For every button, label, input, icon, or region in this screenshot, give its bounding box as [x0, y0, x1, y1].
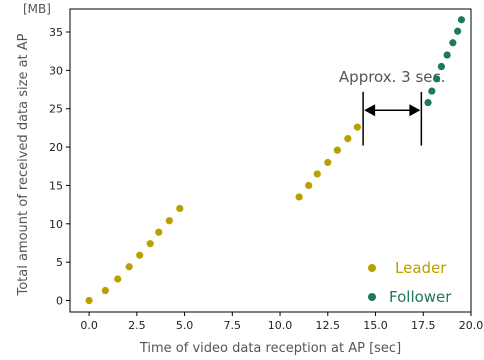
data-point-leader	[146, 240, 154, 248]
x-tick-label: 5.0	[176, 319, 194, 332]
x-tick-label: 2.5	[128, 319, 146, 332]
x-axis-title: Time of video data reception at AP [sec]	[139, 341, 401, 356]
x-tick-label: 12.5	[316, 319, 341, 332]
y-tick-label: 25	[49, 103, 63, 116]
x-tick-label: 17.5	[411, 319, 436, 332]
data-point-leader	[85, 296, 93, 305]
data-point-follower	[454, 27, 462, 35]
legend-marker-leader	[368, 264, 376, 272]
data-point-leader	[295, 193, 303, 201]
data-point-leader	[155, 228, 163, 236]
plot-frame	[69, 8, 472, 313]
data-point-follower	[449, 39, 457, 47]
data-point-follower	[457, 16, 466, 24]
data-point-leader	[324, 158, 332, 167]
x-tick-label: 15.0	[363, 319, 388, 332]
y-tick-label: 15	[49, 179, 63, 192]
x-tick-label: 10.0	[268, 319, 293, 332]
x-tick-label: 7.5	[224, 319, 242, 332]
annotation: Approx. 3 sec.	[339, 68, 446, 146]
data-point-leader	[176, 204, 184, 213]
data-point-leader	[136, 251, 144, 259]
x-tick-label: 20.0	[459, 319, 484, 332]
data-point-follower	[443, 51, 451, 59]
data-point-leader	[101, 286, 109, 295]
y-tick-label: 20	[49, 141, 63, 154]
data-point-leader	[353, 123, 361, 131]
y-unit-label: [MB]	[23, 2, 51, 16]
axes: 0.0 2.5 5.0 7.5 10.0 12.5 15.0 17.5 20.0 0 5 10 15 20…	[16, 8, 484, 356]
arrow-right-head-icon	[409, 104, 421, 117]
data-point-follower	[424, 98, 432, 107]
annotation-label: Approx. 3 sec.	[339, 68, 446, 86]
legend: Leader Follower	[368, 259, 452, 306]
data-point-leader	[344, 135, 352, 143]
x-tick-label: 0.0	[80, 319, 98, 332]
y-tick-label: 30	[49, 64, 63, 77]
y-axis-title: Total amount of received data size at AP	[16, 33, 31, 296]
y-tick-label: 35	[49, 26, 63, 39]
data-point-follower	[433, 75, 441, 83]
data-point-follower	[428, 87, 436, 95]
data-point-leader	[313, 170, 321, 178]
data-point-leader	[114, 275, 122, 283]
data-point-leader	[165, 217, 173, 225]
y-tick-label: 10	[49, 218, 63, 231]
data-point-leader	[305, 181, 313, 190]
data-point-follower	[437, 62, 446, 71]
y-tick-label: 0	[56, 294, 63, 307]
data-point-leader	[333, 146, 341, 154]
legend-label-leader: Leader	[395, 259, 447, 277]
legend-label-follower: Follower	[389, 288, 452, 306]
arrow-left-head-icon	[364, 104, 376, 117]
data-point-leader	[125, 263, 133, 271]
y-tick-label: 5	[56, 256, 63, 269]
data-points	[85, 16, 466, 305]
legend-marker-follower	[368, 293, 376, 301]
